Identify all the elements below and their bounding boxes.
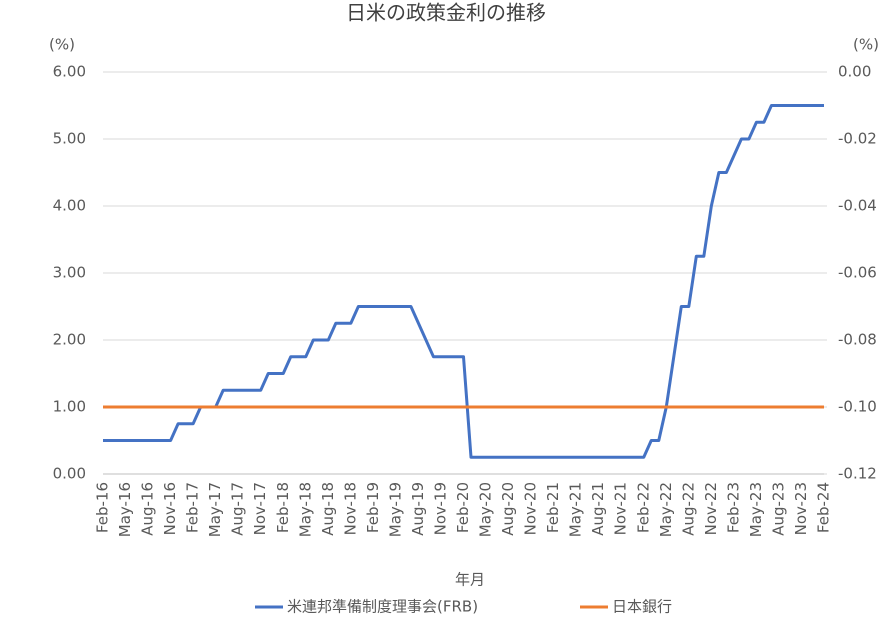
x-tick-label: Feb-18 xyxy=(274,482,292,533)
y2-tick-label: -0.06 xyxy=(838,264,877,282)
x-tick-label: Feb-21 xyxy=(544,482,562,533)
y2-axis-label: (%) xyxy=(853,36,879,54)
x-tick-label: May-19 xyxy=(386,482,404,537)
y-tick-label: 3.00 xyxy=(53,264,86,282)
x-tick-label: Nov-23 xyxy=(792,482,810,535)
series-line xyxy=(103,104,824,459)
x-tick-label: Nov-16 xyxy=(161,482,179,535)
x-axis-label: 年月 xyxy=(455,571,485,589)
legend-label: 日本銀行 xyxy=(612,598,672,616)
x-tick-label: Aug-18 xyxy=(319,482,337,536)
y2-tick-label: -0.08 xyxy=(838,331,877,349)
x-tick-label: Feb-22 xyxy=(634,482,652,533)
y2-tick-label: -0.12 xyxy=(838,465,877,483)
chart-title: 日米の政策金利の推移 xyxy=(346,1,546,25)
x-tick-label: Aug-20 xyxy=(499,482,517,536)
x-tick-label: Feb-23 xyxy=(724,482,742,533)
y-tick-label: 0.00 xyxy=(53,465,86,483)
x-tick-label: May-22 xyxy=(657,482,675,537)
x-tick-label: May-23 xyxy=(747,482,765,537)
x-tick-label: Aug-19 xyxy=(409,482,427,536)
x-tick-label: Aug-16 xyxy=(139,482,157,536)
y2-tick-label: 0.00 xyxy=(838,63,871,81)
x-tick-label: Feb-16 xyxy=(94,482,112,533)
y2-tick-label: -0.04 xyxy=(838,197,877,215)
x-tick-label: May-18 xyxy=(296,482,314,537)
x-tick-label: Feb-17 xyxy=(184,482,202,533)
x-tick-label: Nov-18 xyxy=(341,482,359,535)
legend-label: 米連邦準備制度理事会(FRB) xyxy=(287,598,478,616)
x-tick-label: May-20 xyxy=(477,482,495,537)
y2-tick-label: -0.10 xyxy=(838,398,877,416)
x-tick-label: Aug-17 xyxy=(229,482,247,536)
y2-tick-label: -0.02 xyxy=(838,130,877,148)
x-tick-label: Feb-24 xyxy=(815,482,833,533)
x-tick-label: Nov-19 xyxy=(431,482,449,535)
x-tick-label: Aug-23 xyxy=(769,482,787,536)
x-tick-label: May-21 xyxy=(567,482,585,537)
y-tick-label: 5.00 xyxy=(53,130,86,148)
x-tick-label: May-17 xyxy=(206,482,224,537)
y-tick-label: 4.00 xyxy=(53,197,86,215)
x-tick-label: Feb-19 xyxy=(364,482,382,533)
x-tick-label: Nov-20 xyxy=(522,482,540,535)
y-tick-label: 2.00 xyxy=(53,331,86,349)
x-tick-label: Aug-21 xyxy=(589,482,607,536)
y-tick-label: 6.00 xyxy=(53,63,86,81)
x-tick-label: Nov-17 xyxy=(251,482,269,535)
y-axis-label: (%) xyxy=(49,36,75,54)
x-tick-label: May-16 xyxy=(116,482,134,537)
x-tick-label: Nov-21 xyxy=(612,482,630,535)
x-tick-label: Feb-20 xyxy=(454,482,472,533)
y-tick-label: 1.00 xyxy=(53,398,86,416)
x-tick-label: Nov-22 xyxy=(702,482,720,535)
x-tick-label: Aug-22 xyxy=(679,482,697,536)
